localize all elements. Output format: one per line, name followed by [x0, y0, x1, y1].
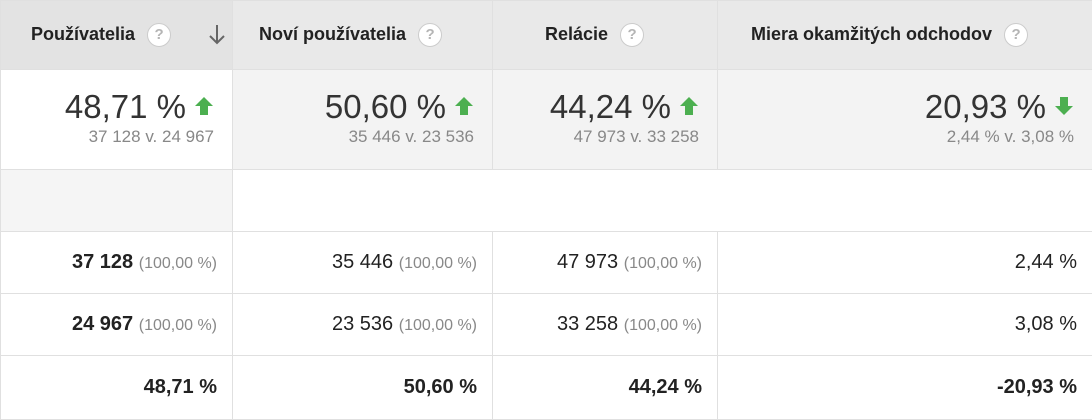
help-icon[interactable]: ? [147, 23, 172, 47]
arrow-up-icon [455, 97, 473, 116]
change-cell: 44,24 % [492, 355, 718, 420]
cell-value: 24 967 [72, 313, 134, 335]
spacer-cell [232, 169, 1092, 232]
change-cell: 48,71 % [0, 355, 233, 420]
help-icon[interactable]: ? [418, 23, 443, 47]
summary-comparison: 35 446 v. 23 536 [348, 127, 474, 146]
summary-cell-users: 48,71 % 37 128 v. 24 967 [0, 69, 233, 170]
column-header-label: Miera okamžitých odchodov [751, 23, 993, 44]
change-row: 48,71 % 50,60 % 44,24 % -20,93 % [0, 355, 1092, 420]
cell-share: (100,00 %) [398, 317, 477, 334]
cell-share: (100,00 %) [623, 317, 702, 334]
summary-comparison: 37 128 v. 24 967 [88, 127, 214, 146]
header-row: Používatelia? Noví používatelia? Relácie… [0, 0, 1092, 70]
table-cell: 24 967 (100,00 %) [0, 293, 233, 356]
column-header-bounce-rate[interactable]: Miera okamžitých odchodov? [717, 0, 1092, 70]
column-header-users[interactable]: Používatelia? [0, 0, 233, 70]
summary-percent: 44,24 % [549, 88, 671, 125]
cell-value: 23 536 [332, 313, 394, 335]
summary-row: 48,71 % 37 128 v. 24 967 50,60 % 35 446 … [0, 69, 1092, 170]
summary-percent: 50,60 % [324, 88, 446, 125]
table-cell: 37 128 (100,00 %) [0, 231, 233, 294]
spacer-cell [0, 169, 233, 232]
summary-cell-sessions: 44,24 % 47 973 v. 33 258 [492, 69, 718, 170]
summary-cell-bounce-rate: 20,93 % 2,44 % v. 3,08 % [717, 69, 1092, 170]
cell-value: 37 128 [72, 251, 134, 273]
cell-value: 33 258 [557, 313, 619, 335]
sort-descending-icon[interactable] [208, 23, 226, 47]
summary-comparison: 47 973 v. 33 258 [573, 127, 699, 146]
cell-value: 2,44 % [1014, 251, 1077, 273]
cell-share: (100,00 %) [623, 255, 702, 272]
table-cell: 2,44 % [717, 231, 1092, 294]
arrow-up-icon [195, 97, 213, 116]
summary-cell-new-users: 50,60 % 35 446 v. 23 536 [232, 69, 493, 170]
cell-share: (100,00 %) [138, 255, 217, 272]
arrow-down-icon [1055, 97, 1073, 116]
change-cell: -20,93 % [717, 355, 1092, 420]
column-header-label: Noví používatelia [259, 23, 407, 44]
summary-comparison: 2,44 % v. 3,08 % [946, 127, 1074, 146]
cell-value: 3,08 % [1014, 313, 1077, 335]
help-icon[interactable]: ? [1004, 23, 1029, 47]
summary-percent: 20,93 % [924, 88, 1046, 125]
summary-percent: 48,71 % [64, 88, 186, 125]
table-cell: 3,08 % [717, 293, 1092, 356]
change-cell: 50,60 % [232, 355, 493, 420]
table-cell: 23 536 (100,00 %) [232, 293, 493, 356]
table-cell: 35 446 (100,00 %) [232, 231, 493, 294]
table-cell: 33 258 (100,00 %) [492, 293, 718, 356]
cell-value: 35 446 [332, 251, 394, 273]
table-row: 24 967 (100,00 %) 23 536 (100,00 %) 33 2… [0, 293, 1092, 356]
column-header-label: Relácie [545, 23, 609, 44]
spacer-row [0, 169, 1092, 232]
table-row: 37 128 (100,00 %) 35 446 (100,00 %) 47 9… [0, 231, 1092, 294]
help-icon[interactable]: ? [620, 23, 645, 47]
arrow-up-icon [680, 97, 698, 116]
column-header-new-users[interactable]: Noví používatelia? [232, 0, 493, 70]
column-header-sessions[interactable]: Relácie? [492, 0, 718, 70]
cell-share: (100,00 %) [398, 255, 477, 272]
table-cell: 47 973 (100,00 %) [492, 231, 718, 294]
cell-value: 47 973 [557, 251, 619, 273]
cell-share: (100,00 %) [138, 317, 217, 334]
column-header-label: Používatelia [31, 23, 136, 44]
